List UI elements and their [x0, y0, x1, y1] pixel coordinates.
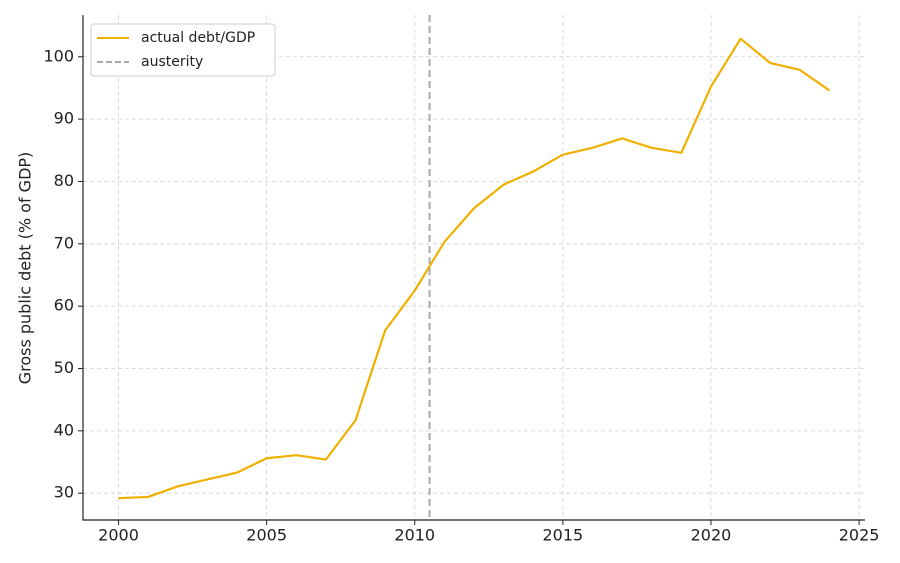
y-axis-label: Gross public debt (% of GDP) [16, 152, 35, 385]
y-tick-label: 80 [54, 171, 74, 190]
x-tick-label: 2000 [98, 526, 139, 545]
x-tick-label: 2010 [394, 526, 435, 545]
x-tick-label: 2020 [691, 526, 732, 545]
x-tick-label: 2015 [543, 526, 584, 545]
y-tick-label: 30 [54, 483, 74, 502]
line-series [118, 37, 831, 500]
legend-label: austerity [141, 54, 203, 70]
y-tick-label: 50 [54, 358, 74, 377]
y-tick-label: 70 [54, 233, 74, 252]
x-tick-label: 2005 [246, 526, 287, 545]
y-tick-label: 90 [54, 109, 74, 128]
y-tick-label: 40 [54, 420, 74, 439]
legend-box [90, 23, 276, 77]
y-tick-label: 60 [54, 296, 74, 315]
legend-label: actual debt/GDP [141, 30, 255, 46]
axis-spines [82, 15, 865, 521]
x-tick-label: 2025 [839, 526, 880, 545]
y-tick-label: 100 [43, 46, 74, 65]
